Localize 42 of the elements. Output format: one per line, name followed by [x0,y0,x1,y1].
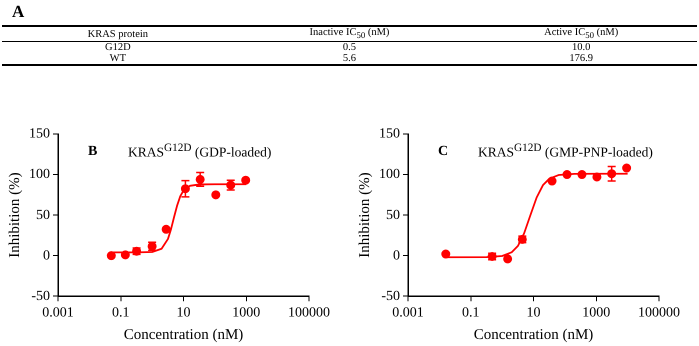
y-axis-title: Inhibition (%) [6,172,23,258]
point [241,176,250,185]
text: 10.0 [570,42,592,54]
y-tick-label: 50 [36,208,50,223]
x-tick-label: 100000 [288,305,330,320]
x-tick-label: 0.1 [462,305,480,320]
text: KRAS$^{G12D}$ (GDP-loaded) [128,142,272,160]
y-tick-label: 100 [29,167,50,182]
text: Inactive IC$_{50}$ (nM) [308,26,390,42]
text: WT [108,53,127,66]
x-tick-label: 10 [176,305,190,320]
point [120,250,130,260]
y-tick-label: 0 [393,248,400,264]
text: 5.6 [342,53,358,66]
x-axis-title: Concentration (nM) [124,326,244,343]
x-tick-label: 100000 [638,305,680,320]
y-tick-label: -50 [31,288,50,304]
x-tick-label: 1000 [582,305,610,320]
text: G12D [104,42,132,54]
y-tick-label: 100 [379,167,400,182]
x-tick-label: 0.1 [112,305,130,320]
text: 0.5 [342,42,358,54]
annotation: C [438,144,448,160]
x-axis-title: Concentration (nM) [474,326,594,343]
y-tick-label: -50 [381,288,400,304]
y-tick-label: 150 [379,126,400,142]
y-tick-label: 0 [43,248,50,264]
point [211,190,220,200]
x-tick-label: 0.001 [42,305,74,320]
y-axis-title: Inhibition (%) [356,172,373,258]
text: A [12,2,24,22]
text: KRAS$^{G12D}$ (GMP-PNP-loaded) [478,142,653,160]
text: 176.9 [568,53,594,66]
x-tick-label: 1000 [232,305,260,320]
x-tick-label: 10 [526,305,540,320]
y-tick-label: 50 [386,208,400,223]
x-tick-label: 0.001 [392,305,424,320]
text: Active IC$_{50}$ (nM) [543,26,620,42]
point [106,251,116,260]
y-tick-label: 150 [29,126,50,142]
text: KRAS protein [86,28,150,42]
annotation: B [88,144,98,160]
